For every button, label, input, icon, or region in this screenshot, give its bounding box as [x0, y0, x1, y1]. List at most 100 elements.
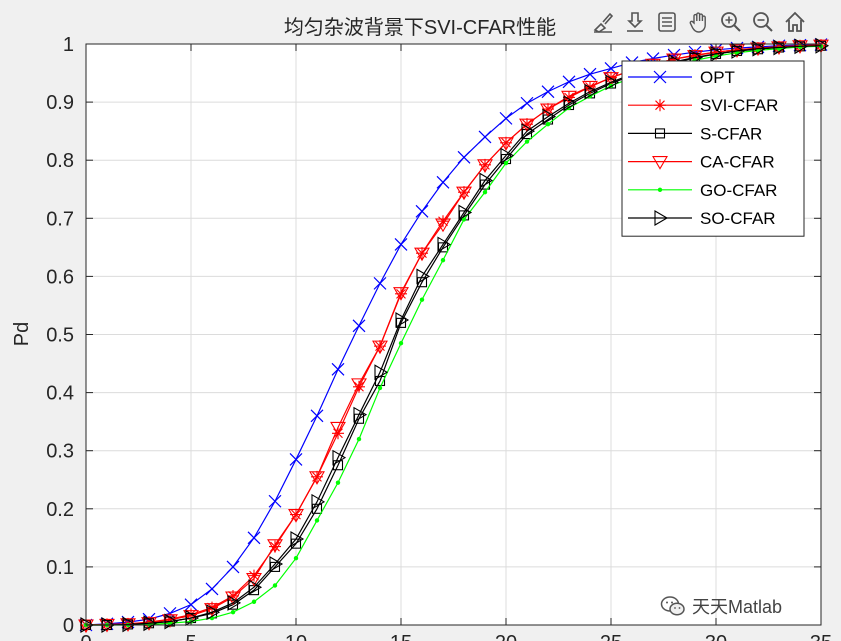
data-point: [269, 556, 284, 572]
data-point: [461, 217, 467, 222]
y-tick-label: 0.4: [46, 383, 74, 405]
legend-marker: [652, 156, 668, 170]
legend-label: OPT: [700, 68, 735, 87]
data-point: [498, 137, 514, 151]
data-tips-icon: [627, 12, 643, 32]
legend-label: GO-CFAR: [700, 181, 777, 200]
pan-button[interactable]: [684, 6, 714, 38]
data-point: [185, 610, 200, 626]
y-tick-label: 0.5: [46, 325, 74, 347]
data-point: [479, 172, 494, 189]
y-axis-label: Pd: [11, 322, 33, 346]
legend-entry[interactable]: S-CFAR: [628, 124, 762, 143]
data-point: [477, 159, 493, 173]
data-point: [583, 67, 597, 81]
data-tips-button[interactable]: [620, 6, 650, 38]
data-point: [603, 72, 619, 86]
data-point: [499, 111, 513, 125]
data-point: [582, 80, 598, 95]
x-tick-label: 15: [390, 632, 412, 641]
legend-entry[interactable]: GO-CFAR: [628, 181, 777, 200]
legend-box: [621, 60, 805, 237]
data-point: [520, 96, 534, 110]
x-tick-label: 0: [80, 632, 91, 641]
zoom-out-button[interactable]: [748, 6, 778, 38]
data-point: [416, 268, 431, 285]
brush-button[interactable]: [588, 6, 618, 38]
data-point: [482, 189, 488, 195]
data-point: [503, 160, 509, 166]
data-point: [541, 85, 555, 99]
legend-label: S-CFAR: [700, 124, 762, 143]
y-tick-label: 0.2: [46, 499, 74, 521]
home-button[interactable]: [780, 6, 810, 38]
legend-entry[interactable]: OPT: [628, 68, 735, 87]
data-point: [456, 186, 472, 201]
data-point: [542, 108, 557, 125]
data-point: [332, 460, 344, 471]
data-point: [815, 37, 830, 54]
data-point: [311, 493, 326, 510]
data-point: [205, 582, 219, 596]
data-point: [332, 427, 344, 440]
data-point: [288, 509, 304, 523]
y-tick-label: 0.7: [46, 208, 74, 230]
data-point: [436, 175, 450, 189]
data-point: [225, 591, 241, 606]
watermark-text: 天天Matlab: [692, 597, 783, 617]
data-point: [521, 123, 536, 140]
data-point: [310, 409, 324, 423]
legend-label: SVI-CFAR: [700, 96, 778, 115]
data-point: [458, 204, 473, 221]
x-tick-label: 20: [495, 632, 517, 641]
data-point: [269, 540, 281, 553]
axes-toolbar: [588, 6, 810, 38]
data-point: [143, 615, 158, 632]
legend-icon: [658, 12, 676, 32]
zoom-in-button[interactable]: [716, 6, 746, 38]
data-point: [435, 218, 451, 233]
legend[interactable]: OPT SVI-CFAR S-CFAR CA-CFAR GO-CFAR SO-CFAR: [621, 60, 805, 237]
legend-marker: [657, 187, 663, 192]
data-point: [377, 385, 383, 391]
legend-marker: [654, 128, 666, 139]
data-point: [794, 38, 809, 55]
data-point: [545, 121, 551, 127]
data-point: [314, 518, 320, 523]
data-point: [752, 40, 767, 57]
data-point: [457, 150, 471, 164]
data-point: [272, 583, 278, 588]
chart-title: 均匀杂波背景下SVI-CFAR性能: [284, 16, 556, 39]
data-point: [230, 610, 236, 615]
y-tick-label: 0.6: [46, 266, 74, 288]
data-point: [393, 287, 409, 301]
data-point: [353, 380, 365, 393]
data-point: [395, 312, 410, 328]
pan-hand-icon: [689, 12, 706, 33]
data-point: [268, 494, 282, 508]
data-point: [246, 572, 262, 587]
data-point: [415, 204, 429, 218]
data-point: [248, 569, 260, 582]
data-point: [331, 362, 345, 376]
legend-label: CA-CFAR: [700, 153, 775, 172]
data-point: [605, 74, 620, 91]
y-tick-label: 0: [63, 615, 74, 637]
data-point: [351, 378, 367, 392]
legend-entry[interactable]: SO-CFAR: [628, 209, 776, 228]
data-point: [372, 340, 388, 355]
zoom-in-icon: [721, 12, 741, 32]
data-point: [247, 531, 261, 545]
data-point: [353, 406, 368, 423]
data-point: [251, 599, 257, 604]
legend-entry[interactable]: CA-CFAR: [628, 153, 775, 172]
data-point: [80, 617, 95, 633]
data-point: [226, 560, 240, 574]
legend-entry[interactable]: SVI-CFAR: [628, 96, 778, 115]
watermark: 天天Matlab: [660, 594, 782, 618]
legend-button[interactable]: [652, 6, 682, 38]
wechat-icon: [660, 596, 685, 616]
data-point: [289, 452, 303, 466]
data-point: [440, 257, 446, 263]
